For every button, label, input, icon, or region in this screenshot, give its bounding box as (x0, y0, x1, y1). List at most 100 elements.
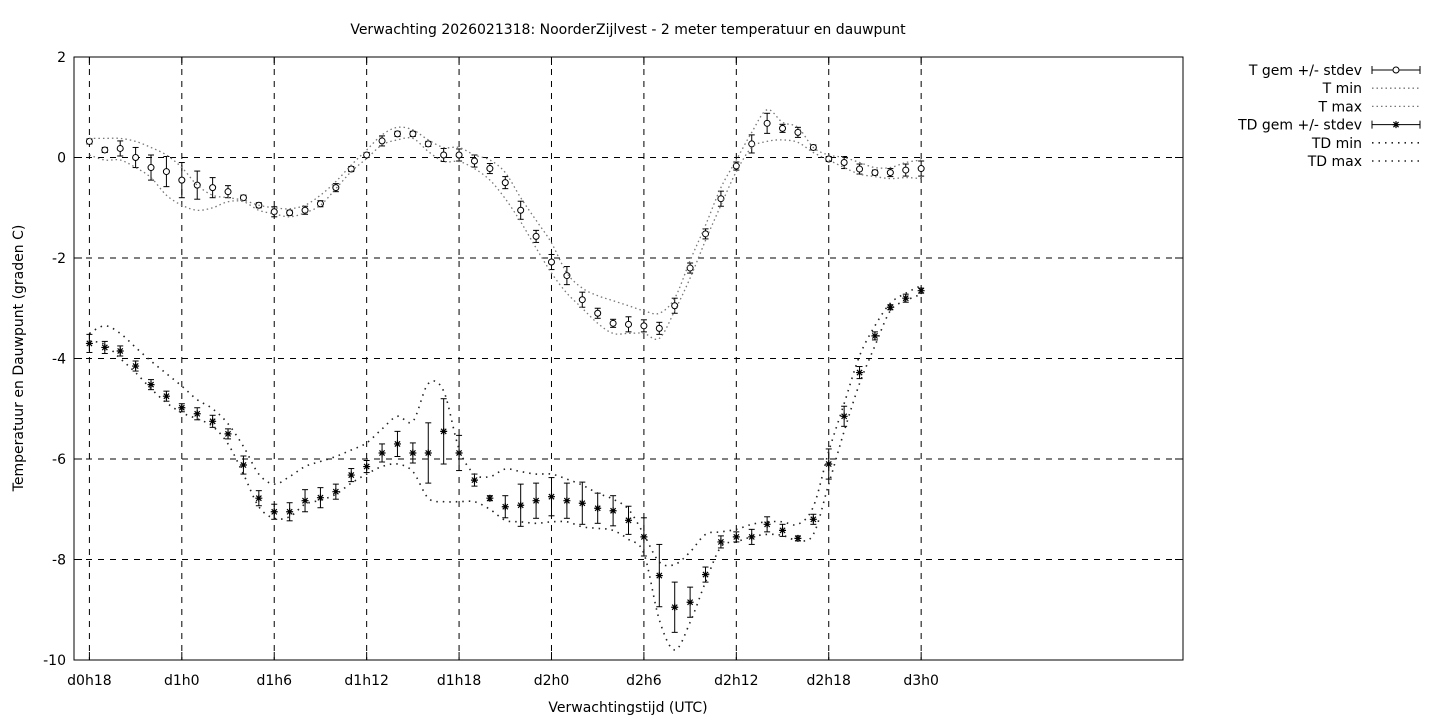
data-point (147, 164, 155, 172)
data-point (132, 154, 140, 161)
data-point (178, 404, 186, 412)
data-point (547, 258, 555, 266)
y-tick-label: 0 (57, 151, 66, 167)
data-point (594, 309, 602, 317)
data-point (532, 232, 540, 240)
data-point (578, 499, 586, 507)
data-point (301, 206, 309, 214)
data-point (209, 184, 217, 192)
data-point (347, 471, 355, 479)
data-point (209, 417, 217, 425)
data-point (393, 130, 401, 138)
data-point (640, 533, 648, 541)
legend-label: TD min (1311, 136, 1362, 152)
grid-lines (74, 56, 1183, 661)
data-point (748, 140, 756, 148)
data-point (779, 526, 787, 534)
chart-title: Verwachting 2026021318: NoorderZijlvest … (350, 22, 906, 38)
data-point (85, 137, 93, 145)
series-t-max (89, 109, 922, 315)
y-tick-label: -4 (52, 352, 66, 368)
series-td-gem-stdev (85, 287, 925, 633)
data-point (363, 151, 371, 159)
x-tick-label: d0h18 (67, 673, 111, 689)
data-point (270, 508, 278, 516)
data-point (625, 320, 632, 328)
data-point (794, 128, 802, 136)
data-point (563, 497, 571, 505)
data-point (347, 165, 355, 173)
data-point (686, 264, 694, 272)
data-point (702, 571, 710, 579)
data-point (917, 165, 925, 173)
data-point (609, 507, 617, 515)
data-point (732, 533, 740, 541)
data-point (902, 294, 910, 302)
plot-frame (73, 56, 1184, 661)
y-tick-label: -8 (52, 553, 66, 569)
data-point (686, 598, 694, 606)
data-point (517, 206, 525, 214)
data-point (162, 392, 170, 400)
data-point (332, 184, 340, 192)
series-layer (85, 109, 925, 651)
data-point (132, 362, 140, 370)
y-tick-label: -2 (52, 251, 66, 267)
data-point (224, 430, 232, 438)
series-t-gem-stdev (85, 112, 925, 335)
data-point (794, 534, 802, 542)
series-line (89, 137, 922, 340)
series-line (89, 109, 922, 315)
data-point (101, 343, 109, 351)
data-point (763, 119, 771, 127)
data-point (856, 369, 864, 377)
data-point (609, 319, 617, 327)
data-point (178, 176, 186, 184)
data-point (594, 504, 602, 512)
data-point (393, 440, 401, 448)
data-point (547, 493, 555, 501)
legend-label: TD gem +/- stdev (1237, 118, 1362, 134)
x-tick-label: d1h6 (256, 673, 292, 689)
data-point (871, 332, 879, 340)
data-point (378, 449, 386, 457)
data-point (409, 449, 417, 457)
data-point (655, 324, 663, 332)
data-point (532, 497, 540, 505)
data-point (748, 533, 756, 541)
data-point (301, 497, 309, 505)
y-axis-label: Temperatuur en Dauwpunt (graden C) (11, 225, 27, 493)
legend-label: TD max (1307, 154, 1362, 170)
data-point (316, 494, 324, 502)
series-td-min (89, 293, 922, 651)
series-line (89, 293, 922, 651)
x-tick-label: d1h18 (437, 673, 481, 689)
y-tick-label: -10 (43, 653, 66, 669)
x-tick-label: d2h18 (806, 673, 850, 689)
data-point (193, 181, 201, 189)
data-point (470, 157, 478, 165)
data-point (671, 302, 679, 310)
x-tick-label: d3h0 (903, 673, 939, 689)
legend-label: T min (1322, 81, 1362, 97)
legend-label: T max (1317, 99, 1362, 115)
data-point (193, 410, 201, 418)
legend-label: T gem +/- stdev (1248, 63, 1362, 79)
data-point (332, 488, 340, 496)
data-point (917, 287, 925, 295)
data-point (501, 179, 509, 187)
data-point (440, 151, 448, 159)
x-tick-label: d2h0 (534, 673, 570, 689)
data-point (440, 427, 448, 435)
data-point (840, 159, 848, 167)
data-point (286, 508, 294, 516)
data-point (763, 520, 771, 528)
data-point (270, 208, 278, 216)
data-point (563, 272, 571, 280)
data-point (255, 494, 263, 502)
data-point (902, 166, 910, 174)
x-tick-label: d2h6 (626, 673, 662, 689)
legend: T gem +/- stdev T min T max TD gem +/- stde… (1237, 63, 1421, 170)
data-point (655, 572, 663, 580)
data-point (286, 209, 294, 217)
